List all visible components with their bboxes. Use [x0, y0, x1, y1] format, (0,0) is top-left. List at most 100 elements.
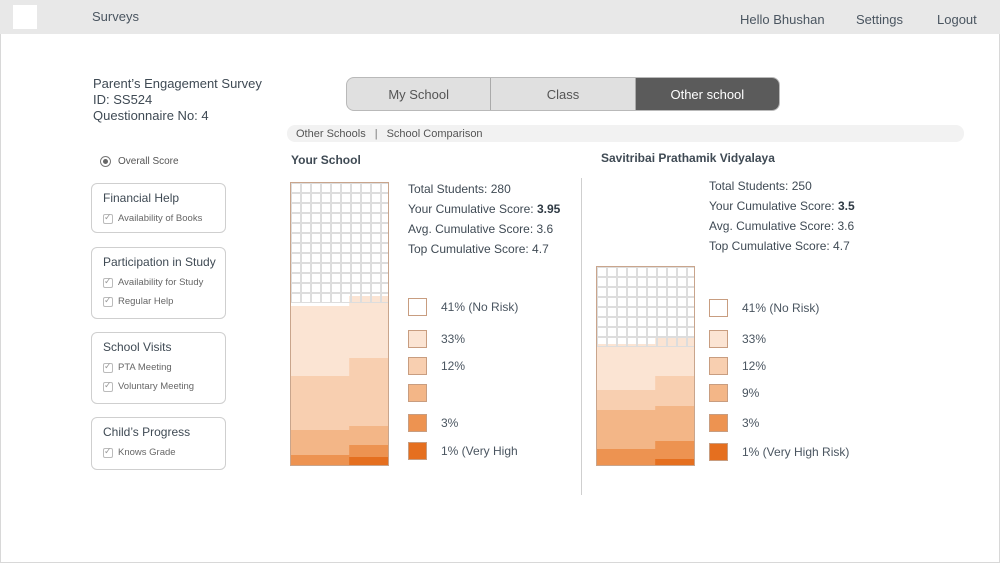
grid-cell [647, 337, 657, 347]
grid-cell [647, 267, 657, 277]
grid-cell [371, 253, 381, 263]
tab-other-school[interactable]: Other school [634, 78, 779, 110]
filter-option[interactable]: Availability of Books [103, 209, 225, 228]
grid-cell [381, 193, 388, 203]
grid-cell [637, 337, 647, 347]
cumulative-score-label: Your Cumulative Score: [408, 202, 537, 216]
filter-title: Child’s Progress [103, 425, 191, 439]
checkbox-icon[interactable] [103, 212, 113, 224]
grid-cell [351, 263, 361, 273]
grid-cell [341, 213, 351, 223]
grid-cell [291, 243, 301, 253]
grid-cell [597, 267, 607, 277]
grid-cell [607, 277, 617, 287]
filter-option[interactable]: Knows Grade [103, 443, 225, 462]
logout-link[interactable]: Logout [937, 12, 977, 27]
grid-cell [341, 223, 351, 233]
survey-info: Parent’s Engagement Survey ID: SS524 Que… [93, 76, 262, 124]
grid-cell [617, 307, 627, 317]
grid-cell [311, 213, 321, 223]
school-tab-group: My School Class Other school [346, 77, 780, 111]
logo[interactable] [13, 5, 37, 29]
settings-link[interactable]: Settings [856, 12, 903, 27]
grid-cell [667, 327, 677, 337]
grid-cell [627, 327, 637, 337]
grid-cell [351, 183, 361, 193]
grid-cell [291, 193, 301, 203]
legend-label: 9% [742, 386, 760, 400]
risk-grid-svg [291, 183, 388, 465]
filter-option-label: Availability for Study [118, 277, 204, 288]
grid-cell [597, 297, 607, 307]
checkbox-icon[interactable] [103, 446, 113, 458]
checkbox-icon[interactable] [103, 295, 113, 307]
legend-item: 33% [709, 330, 766, 348]
grid-cell [627, 277, 637, 287]
legend-item [408, 384, 441, 402]
checkbox-icon[interactable] [103, 380, 113, 392]
legend-item: 1% (Very High Risk) [709, 443, 849, 461]
grid-cell [301, 263, 311, 273]
grid-cell [331, 253, 341, 263]
grid-cell [351, 273, 361, 283]
grid-cell [371, 293, 381, 303]
grid-cell [341, 263, 351, 273]
grid-cell [607, 297, 617, 307]
legend-item: 1% (Very High [408, 442, 518, 460]
risk-grid-chart [596, 266, 695, 466]
grid-cell [301, 243, 311, 253]
grid-cell [331, 233, 341, 243]
checkbox-icon[interactable] [103, 361, 113, 373]
grid-cell [361, 193, 371, 203]
grid-cell [637, 287, 647, 297]
legend-swatch [408, 357, 427, 375]
filter-option[interactable]: Regular Help [103, 292, 225, 311]
filter-option-label: Knows Grade [118, 447, 176, 458]
questionnaire-number: Questionnaire No: 4 [93, 108, 209, 123]
greeting-link[interactable]: Hello Bhushan [740, 12, 825, 27]
school-title: Your School [291, 153, 361, 167]
grid-cell [341, 243, 351, 253]
legend-label: 33% [742, 332, 767, 346]
grid-cell [381, 293, 388, 303]
grid-cell [311, 293, 321, 303]
grid-cell [361, 293, 371, 303]
grid-cell [677, 317, 687, 327]
grid-cell [607, 327, 617, 337]
school-title: Savitribai Prathamik Vidyalaya [601, 151, 775, 165]
top-bar: Surveys Hello Bhushan Settings Logout [0, 0, 1000, 34]
filter-option[interactable]: Availability for Study [103, 273, 225, 292]
grid-cell [657, 337, 667, 347]
filter-option[interactable]: PTA Meeting [103, 358, 225, 377]
filter-option[interactable]: Voluntary Meeting [103, 377, 225, 396]
grid-cell [677, 337, 687, 347]
breadcrumb-other-schools[interactable]: Other Schools [296, 127, 366, 140]
grid-cell [291, 183, 301, 193]
radio-selected-icon[interactable] [100, 156, 111, 167]
grid-cell [301, 283, 311, 293]
grid-cell [381, 183, 388, 193]
tab-my-school[interactable]: My School [388, 86, 450, 102]
school-stats: Total Students: 250 Your Cumulative Scor… [709, 176, 855, 256]
legend-label: 3% [441, 416, 459, 430]
tab-class[interactable]: Class [490, 78, 634, 110]
grid-cell [331, 293, 341, 303]
overall-score-radio[interactable]: Overall Score [100, 156, 179, 167]
column-divider [581, 178, 582, 495]
grid-cell [331, 183, 341, 193]
grid-cell [637, 307, 647, 317]
filter-title: School Visits [103, 340, 172, 354]
grid-cell [291, 203, 301, 213]
grid-cell [667, 297, 677, 307]
grid-cell [637, 297, 647, 307]
avg-score: Avg. Cumulative Score: 3.6 [709, 219, 855, 233]
grid-cell [291, 263, 301, 273]
checkbox-icon[interactable] [103, 276, 113, 288]
grid-cell [301, 273, 311, 283]
top-score: Top Cumulative Score: 4.7 [709, 239, 850, 253]
legend-label: 33% [441, 332, 466, 346]
legend-item: 41% (No Risk) [408, 298, 518, 316]
breadcrumb-school-comparison[interactable]: School Comparison [386, 127, 483, 140]
legend-swatch [408, 330, 427, 348]
grid-cell [617, 267, 627, 277]
